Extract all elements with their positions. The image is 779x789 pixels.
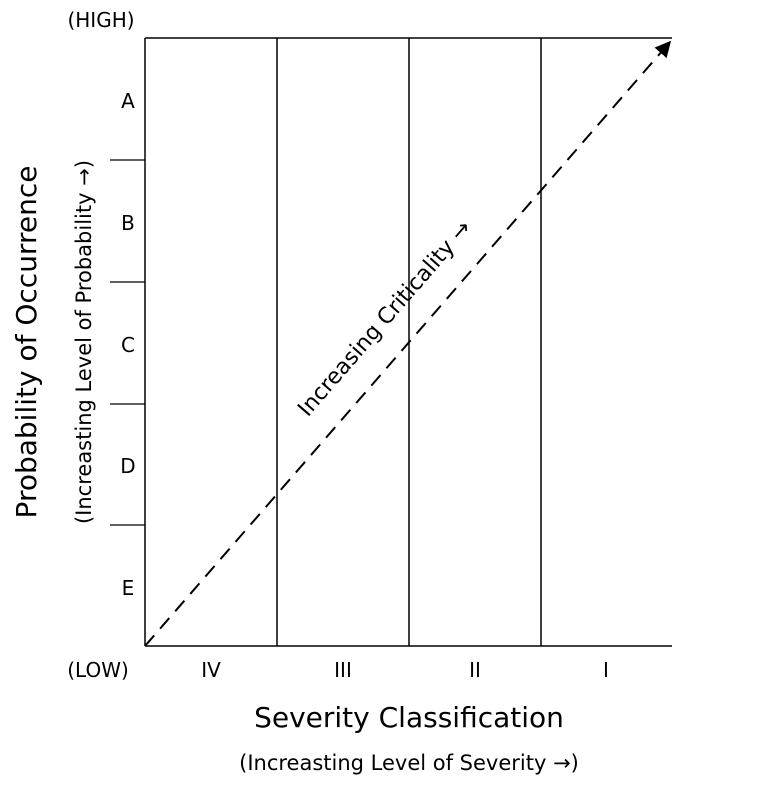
x-axis-title: Severity Classification	[254, 701, 564, 734]
severity-category-i: I	[603, 658, 609, 682]
criticality-arrow	[144, 40, 672, 647]
y-axis-title: Probability of Occurrence	[10, 166, 43, 519]
probability-level-a: A	[121, 89, 135, 113]
x-axis-subtitle: (Increasting Level of Severity →)	[239, 751, 579, 775]
probability-level-b: B	[121, 211, 135, 235]
severity-category-iv: IV	[201, 658, 221, 682]
low-label: (LOW)	[67, 658, 129, 682]
high-label: (HIGH)	[67, 8, 134, 32]
criticality-label: Increasing Criticality →	[293, 216, 476, 422]
probability-level-c: C	[121, 333, 135, 357]
probability-level-d: D	[120, 454, 135, 478]
probability-level-e: E	[122, 576, 135, 600]
severity-category-iii: III	[334, 658, 352, 682]
y-axis-subtitle: (Increasting Level of Probability →)	[72, 160, 96, 524]
severity-category-ii: II	[469, 658, 481, 682]
